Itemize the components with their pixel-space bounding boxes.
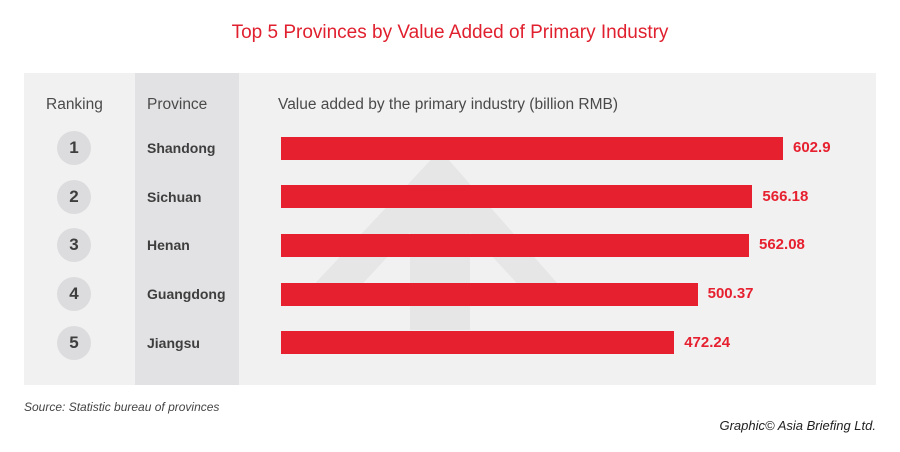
- value-label: 602.9: [793, 139, 831, 156]
- rank-badge-4: 4: [57, 277, 91, 312]
- value-label: 472.24: [684, 333, 731, 351]
- bar-guangdong: [281, 282, 698, 306]
- value-label: 562.08: [759, 236, 805, 254]
- value-label: 500.37: [707, 285, 754, 303]
- province-column-background: [135, 73, 239, 385]
- bar-sichuan: [281, 185, 753, 209]
- province-label: Jiangsu: [147, 334, 200, 351]
- value-label: 566.18: [762, 187, 809, 205]
- rank-badge-3: 3: [57, 228, 91, 263]
- bar-jiangsu: [281, 331, 675, 355]
- source-note: Source: Statistic bureau of provinces: [24, 400, 220, 414]
- rank-badge-2: 2: [57, 179, 91, 214]
- rank-badge-5: 5: [57, 325, 91, 360]
- header-ranking: Ranking: [46, 96, 103, 113]
- bar-shandong: [281, 136, 783, 160]
- header-province: Province: [147, 96, 208, 113]
- province-label: Guangdong: [147, 286, 226, 303]
- graphic-credit: Graphic© Asia Briefing Ltd.: [719, 418, 876, 433]
- rank-badge-1: 1: [57, 131, 91, 165]
- province-label: Sichuan: [147, 188, 202, 205]
- header-value: Value added by the primary industry (bil…: [278, 96, 619, 113]
- province-label: Henan: [147, 237, 190, 254]
- chart-title: Top 5 Provinces by Value Added of Primar…: [231, 22, 669, 43]
- province-label: Shandong: [147, 140, 216, 156]
- bar-henan: [281, 233, 749, 257]
